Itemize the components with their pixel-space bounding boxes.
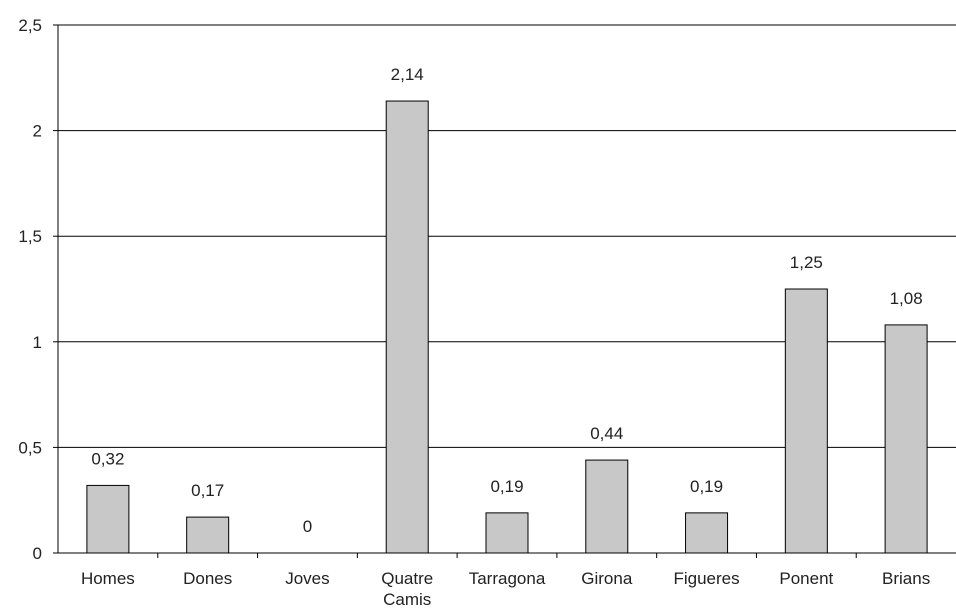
bar (884, 324, 928, 554)
bar (485, 512, 529, 554)
x-tick-label: Camis (383, 590, 431, 609)
bar (585, 459, 629, 554)
y-axis-tick-labels: 0 0,5 1 1,5 2 2,5 (18, 16, 42, 563)
bar (784, 288, 828, 554)
x-tick-label: Tarragona (469, 569, 546, 588)
data-label: 1,25 (790, 253, 823, 272)
x-axis-tick-labels: Homes Dones Joves Quatre Camis Tarragona Giron… (81, 569, 930, 609)
data-label: 0,44 (590, 424, 623, 443)
x-tick-label: Ponent (779, 569, 833, 588)
data-label: 0,32 (91, 449, 124, 468)
x-tick-label: Quatre (381, 569, 433, 588)
bar (86, 484, 130, 554)
x-tick-label: Brians (882, 569, 930, 588)
data-label: 0,17 (191, 481, 224, 500)
x-tick-label: Homes (81, 569, 135, 588)
data-label: 2,14 (391, 65, 424, 84)
x-tick-label: Figueres (673, 569, 739, 588)
y-tick-label: 1,5 (18, 227, 42, 246)
x-tick-label: Joves (285, 569, 329, 588)
axes (53, 24, 956, 558)
x-tick-label: Dones (183, 569, 232, 588)
y-tick-label: 0,5 (18, 438, 42, 457)
data-label: 0,19 (490, 477, 523, 496)
data-label: 0,19 (690, 477, 723, 496)
bar (385, 100, 429, 554)
x-tick-label: Girona (581, 569, 633, 588)
y-tick-label: 0 (33, 544, 42, 563)
data-label: 1,08 (890, 289, 923, 308)
data-label: 0 (303, 517, 312, 536)
bar (685, 512, 729, 554)
y-tick-label: 2 (33, 122, 42, 141)
y-tick-label: 2,5 (18, 16, 42, 35)
bars (86, 100, 928, 554)
data-labels: 0,32 0,17 0 2,14 0,19 0,44 0,19 1,25 1,08 (91, 65, 922, 536)
bar (186, 516, 230, 554)
y-tick-label: 1 (33, 333, 42, 352)
